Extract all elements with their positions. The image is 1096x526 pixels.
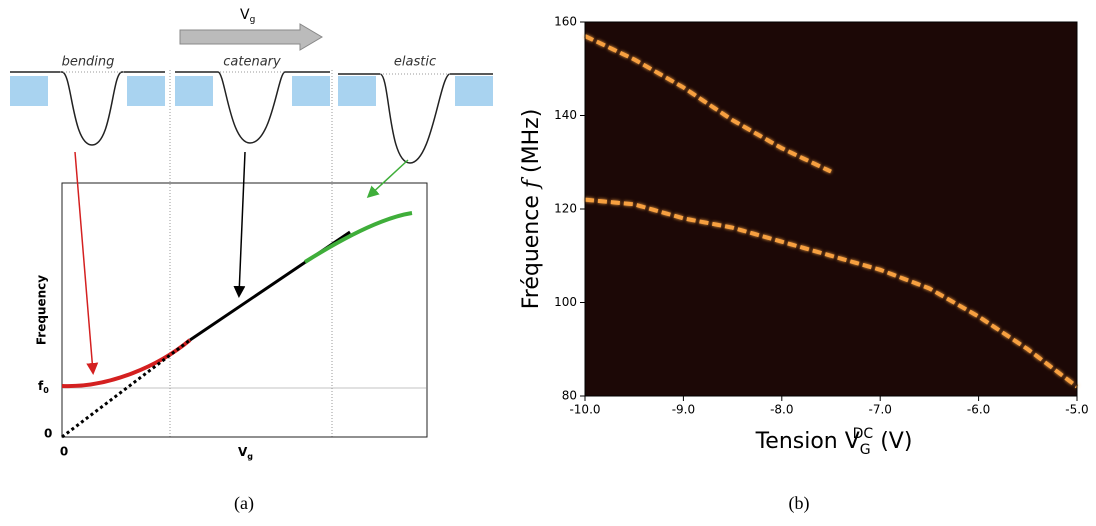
x-tick-label: -5.0 [1065,403,1088,417]
plot-frame [61,182,428,438]
plot-frame [584,21,1078,397]
origin-label: 0 [44,427,52,441]
elastic-curve [303,211,413,264]
resonance-branch [584,34,832,174]
y-tick-label: 80 [562,389,577,403]
x-tick-label: -8.0 [770,403,793,417]
x-axis-label: Vg [238,445,253,461]
pointer-arrow [366,159,409,199]
caption: (a) [234,493,254,514]
vg-arrow [179,23,323,51]
caption: (b) [789,493,810,514]
beams [10,71,493,164]
regime-label: bending [62,55,115,70]
bending-curve [61,338,192,389]
y-axis-label: Frequency [35,275,49,345]
resonance-branch [584,197,1079,389]
y-axis-label: Fréquence f (MHz) [519,109,544,310]
pointer-arrow [74,151,99,375]
y-tick-label: 120 [554,202,577,216]
f0-label: f0 [38,379,49,395]
x-tick-label: -9.0 [672,403,695,417]
x-tick-label: -7.0 [868,403,891,417]
x-tick-label: -6.0 [967,403,990,417]
electrodes [10,76,493,106]
x-tick-label: -10.0 [569,403,600,417]
pointer-arrow [233,151,246,298]
extrapolation [61,338,191,439]
arrow-label: Vg [240,7,255,25]
regime-label: catenary [223,55,281,70]
regime-label: elastic [394,55,436,70]
origin-label: 0 [60,445,68,459]
panel-b: (b) Tension VGDC (V) Fréquence f (MHz) -… [519,15,1089,515]
y-tick-label: 140 [554,108,577,122]
y-tick-label: 100 [554,295,577,309]
y-tick-label: 160 [554,15,577,29]
plot-background [585,22,1077,396]
separators [60,70,450,437]
x-axis-label: Tension VGDC (V) [755,426,913,458]
panel-a: Vg bending catenary elastic Frequency f0… [10,7,493,514]
